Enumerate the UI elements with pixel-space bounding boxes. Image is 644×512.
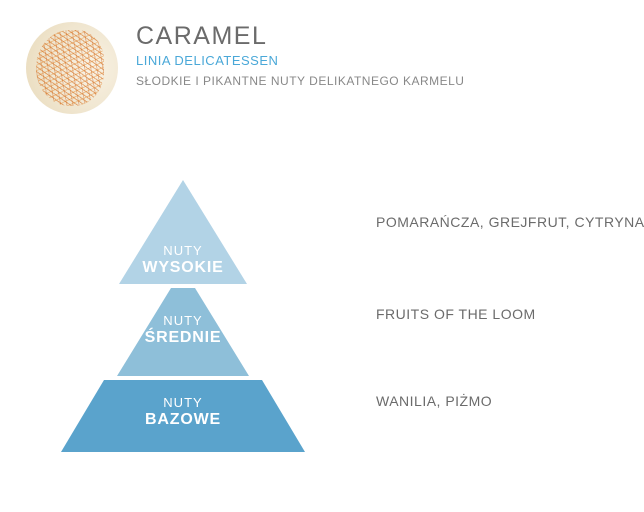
product-title: CARAMEL — [136, 22, 464, 51]
pyramid-tier-label-0: NUTYWYSOKIE — [142, 244, 223, 277]
pyramid-note-1: FRUITS OF THE LOOM — [376, 306, 536, 322]
fragrance-pyramid: NUTYWYSOKIENUTYŚREDNIENUTYBAZOWE POMARAŃ… — [0, 180, 644, 480]
pyramid-note-0: POMARAŃCZA, GREJFRUT, CYTRYNA — [376, 214, 644, 230]
tier-label-small: NUTY — [145, 396, 221, 411]
product-description: SŁODKIE I PIKANTNE NUTY DELIKATNEGO KARM… — [136, 74, 464, 88]
pyramid-tier-label-2: NUTYBAZOWE — [145, 396, 221, 429]
product-header: CARAMEL LINIA DELICATESSEN SŁODKIE I PIK… — [0, 0, 644, 114]
product-image — [26, 22, 118, 114]
product-line: LINIA DELICATESSEN — [136, 53, 464, 68]
header-text: CARAMEL LINIA DELICATESSEN SŁODKIE I PIK… — [136, 22, 464, 88]
tier-label-big: BAZOWE — [145, 411, 221, 429]
tier-label-small: NUTY — [142, 244, 223, 259]
pyramid-note-2: WANILIA, PIŻMO — [376, 393, 492, 409]
tier-label-big: ŚREDNIE — [145, 329, 222, 347]
tier-label-big: WYSOKIE — [142, 259, 223, 277]
tier-label-small: NUTY — [145, 314, 222, 329]
pyramid-tier-label-1: NUTYŚREDNIE — [145, 314, 222, 347]
